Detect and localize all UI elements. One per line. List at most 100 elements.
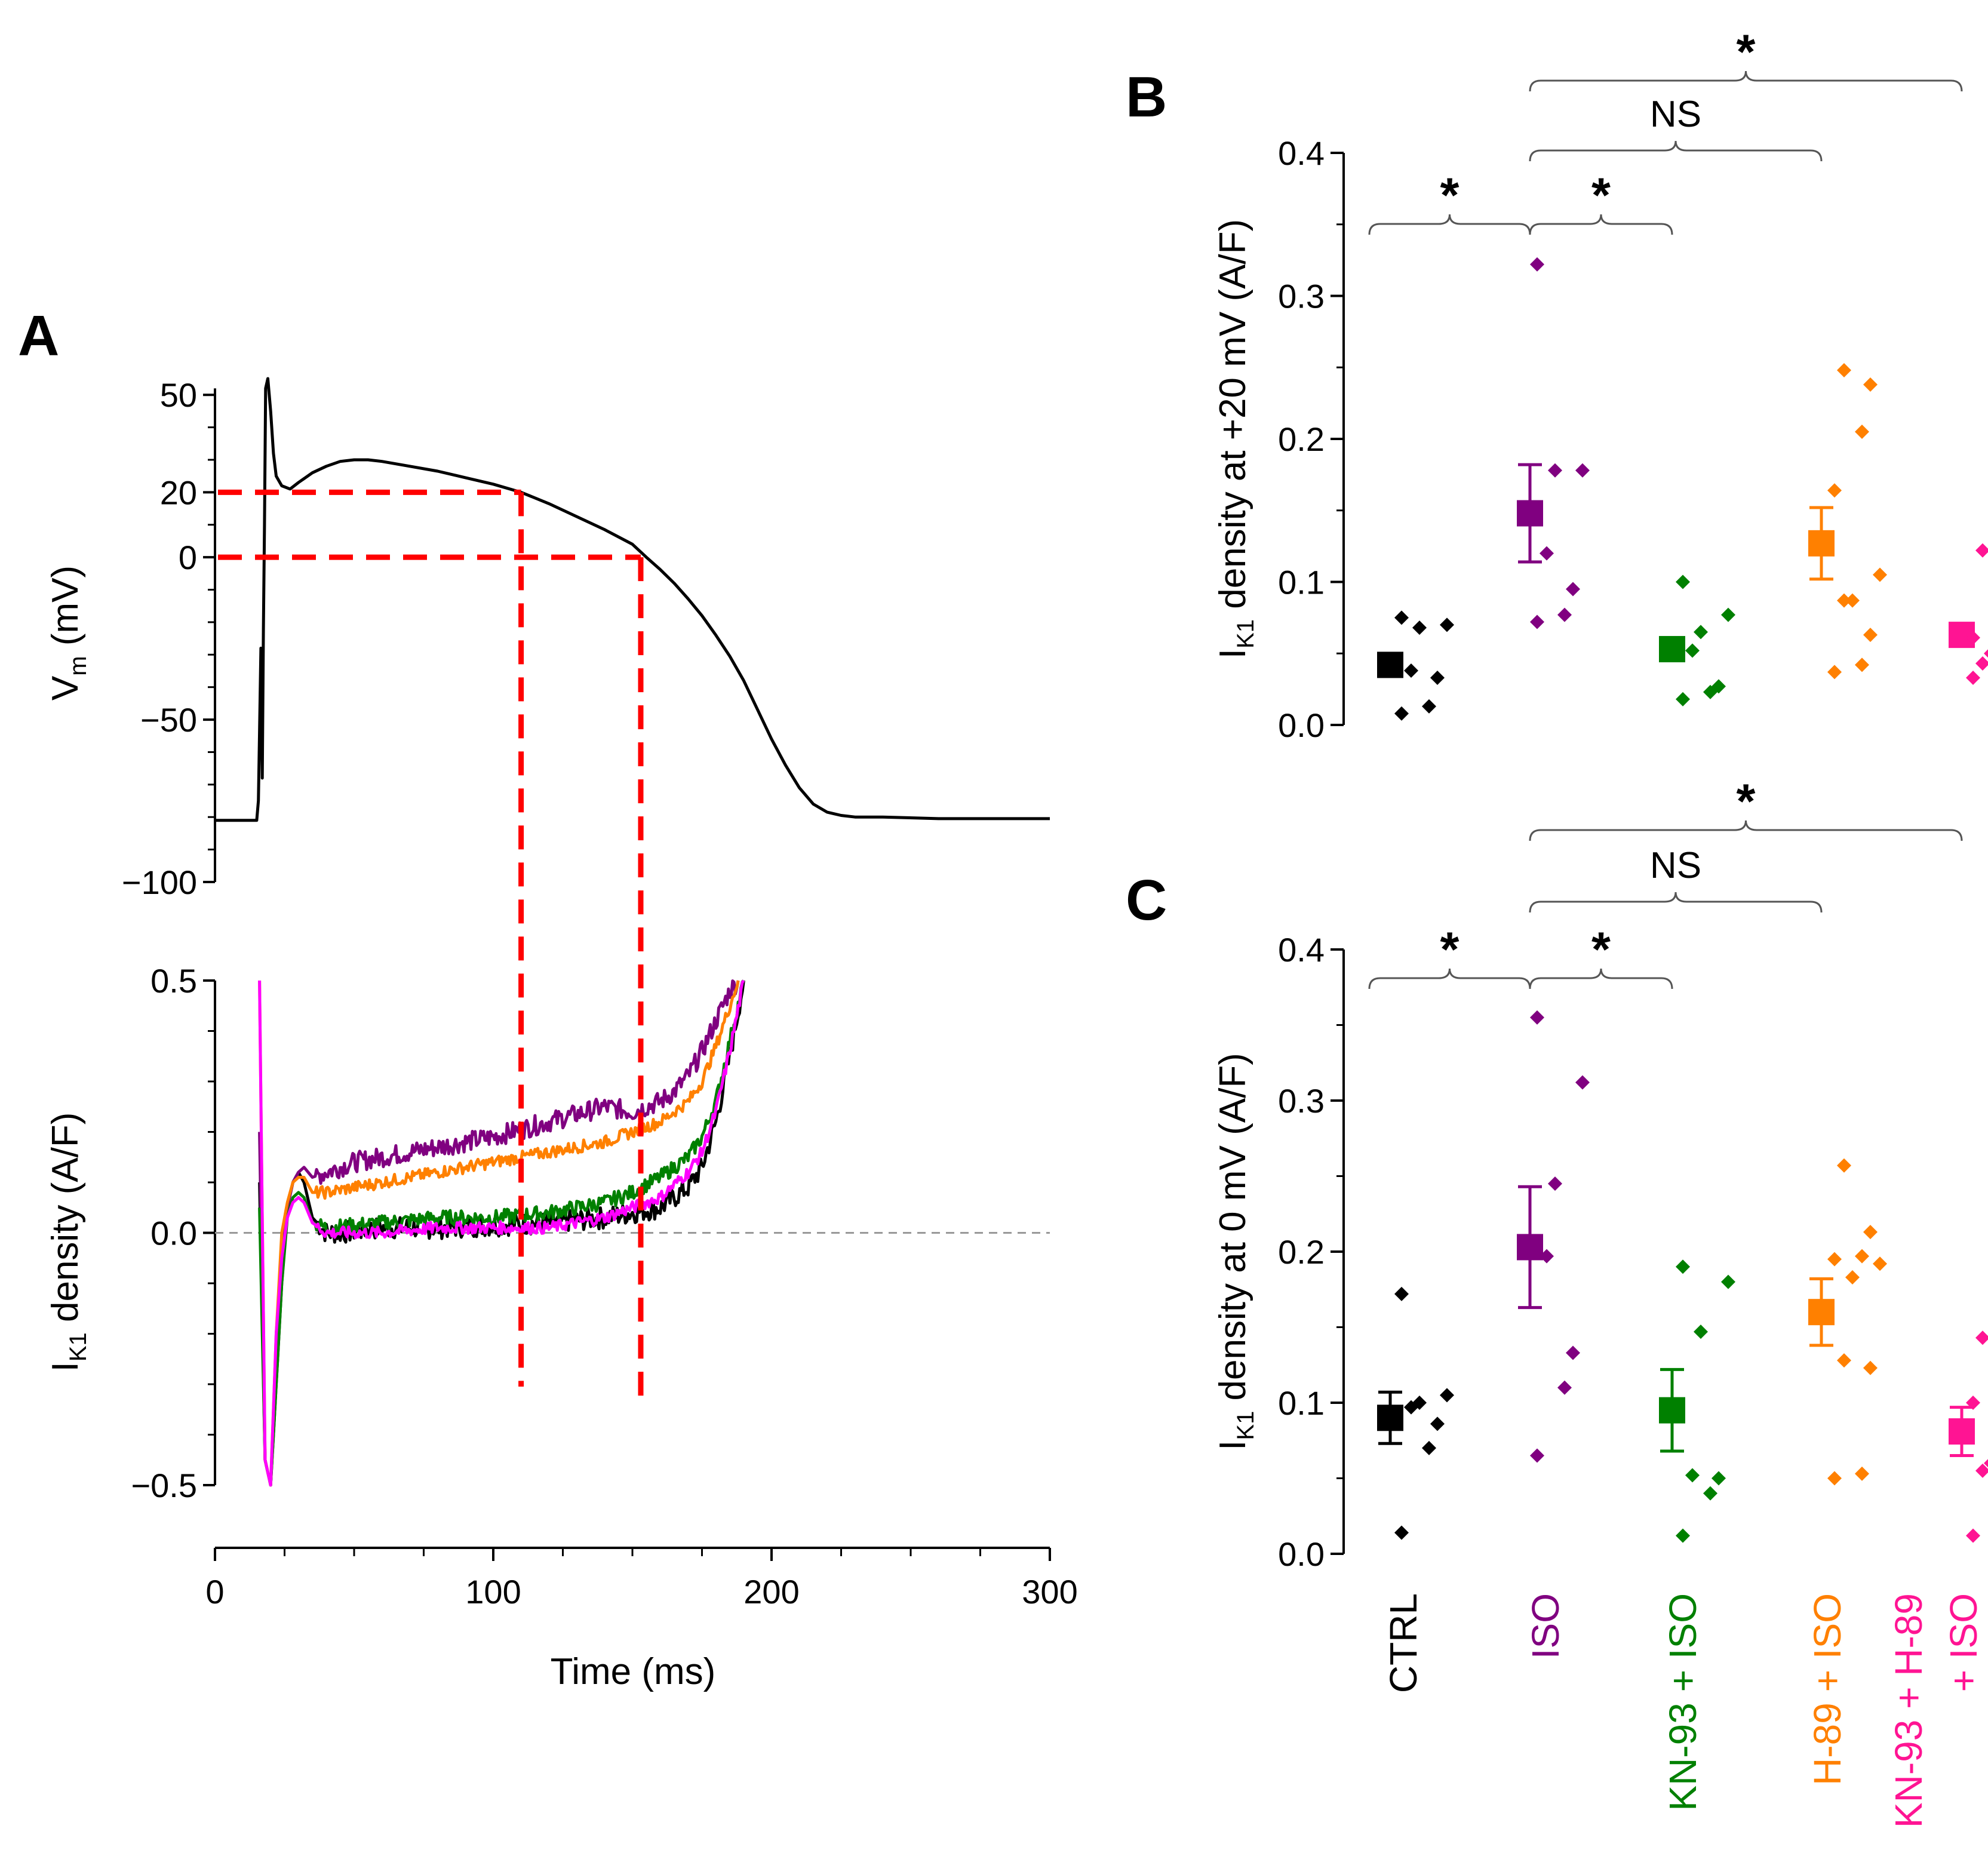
data-point-h-89-iso [1863,377,1878,392]
mean-marker-kn-93-iso [1659,1397,1685,1424]
data-point-ctrl [1422,1440,1436,1455]
mean-marker-h-89-iso [1808,1299,1835,1326]
data-point-h-89-iso [1855,657,1869,672]
voltage-guide-lines [218,489,644,1403]
mean-marker-kn-93-h-89-iso [1949,1418,1975,1445]
data-point-kn-93-iso [1694,625,1708,640]
data-point-iso [1530,1010,1544,1025]
data-point-iso [1530,257,1544,272]
a-top-ylabel-main: V [45,675,86,700]
data-point-ctrl [1394,1286,1409,1301]
panel-c-label: C [1126,868,1167,932]
data-point-kn-93-h-89-iso [1975,543,1988,558]
a-bot-ytick-label: 0.0 [150,1215,197,1252]
panel-c-scatter-chart: 0.0 0.1 0.2 0.3 0.4 IK1 density at 0 mV (A/F)… [1212,775,1988,1573]
data-point-kn-93-iso [1712,1471,1726,1486]
group-label-3: H-89 + ISO [1806,1593,1849,1786]
panel-C-ytick-label: 0.1 [1278,1384,1325,1422]
significance-label-1: * [1591,923,1611,977]
a-top-ytick-label: 50 [160,376,197,414]
current-trace-kn-93-iso [258,979,745,1487]
significance-bracket-2 [1529,140,1823,162]
data-point-kn-93-iso [1676,574,1690,589]
a-bot-ylabel-tail: density (A/F) [45,1113,86,1333]
data-point-kn-93-iso [1712,679,1726,694]
a-bot-xtick-label: 100 [465,1573,521,1611]
data-point-kn-93-h-89-iso [1966,670,1980,685]
data-point-h-89-iso [1855,1249,1869,1264]
data-point-kn-93-iso [1676,1259,1690,1274]
current-trace-iso [258,979,740,1487]
data-point-iso [1548,463,1562,478]
data-point-kn-93-iso [1721,607,1735,622]
data-point-h-89-iso [1845,1270,1860,1285]
data-point-h-89-iso [1837,1353,1851,1368]
panel-C-ylabel-tail: density at 0 mV (A/F) [1212,1053,1253,1411]
data-point-h-89-iso [1863,1225,1878,1240]
panel-C-ytick-label: 0.2 [1278,1233,1325,1271]
group-axis-labels: CTRL ISO KN-93 + ISO H-89 + ISO KN-93 + H-89… [1382,1593,1985,1828]
a-top-ylabel-sub: m [65,656,91,675]
data-point-iso [1557,607,1572,622]
panel-B-ytick-label: 0.3 [1278,278,1325,315]
mean-marker-ctrl [1377,652,1403,678]
data-point-kn-93-iso [1676,692,1690,706]
data-point-iso [1530,614,1544,629]
data-point-iso [1548,1176,1562,1191]
data-point-kn-93-iso [1703,1486,1717,1501]
panel-B-ytick-label: 0.2 [1278,420,1325,458]
data-point-kn-93-h-89-iso [1975,1330,1988,1345]
current-trace-kn-93-h-89-iso [258,979,745,1487]
panel-C-ylabel: IK1 density at 0 mV (A/F) [1212,1053,1259,1451]
a-bot-ylabel-sub: K1 [65,1332,91,1362]
data-point-iso [1575,463,1590,478]
panel-B-ytick-label: 0.4 [1278,134,1325,172]
group-label-4-line-0: KN-93 + H-89 [1887,1593,1930,1828]
panel-C-ytick-label: 0.4 [1278,931,1325,969]
significance-bracket-2 [1529,892,1823,913]
mean-marker-iso [1517,1234,1543,1261]
data-point-kn-93-iso [1685,1468,1700,1483]
panel-C-ylabel-sub: K1 [1233,1411,1259,1440]
significance-bracket-3 [1529,820,1963,841]
a-bot-ylabel-main: I [45,1362,86,1372]
a-top-ylabel-tail: (mV) [45,566,86,656]
data-point-iso [1575,1075,1590,1090]
a-bot-xtick-label: 300 [1022,1573,1077,1611]
a-top-ylabel: Vm (mV) [45,566,91,700]
data-point-ctrl [1394,706,1409,721]
significance-bracket-1 [1529,214,1673,235]
panel-a-label: A [18,304,59,368]
data-point-h-89-iso [1827,1471,1842,1486]
panel-B-ylabel: IK1 density at +20 mV (A/F) [1212,219,1259,659]
data-point-h-89-iso [1827,483,1842,498]
data-point-h-89-iso [1855,1466,1869,1481]
a-top-ytick-label: 0 [179,539,197,576]
panel-C-ytick-label: 0.0 [1278,1535,1325,1573]
mean-marker-kn-93-iso [1659,636,1685,663]
data-point-ctrl [1440,1388,1454,1403]
data-point-h-89-iso [1863,628,1878,643]
data-point-h-89-iso [1873,567,1887,582]
a-bot-xlabel: Time (ms) [551,1651,716,1692]
data-point-ctrl [1394,610,1409,625]
data-point-ctrl [1412,620,1427,635]
significance-bracket-0 [1368,214,1531,235]
panel-b-scatter-chart: 0.0 0.1 0.2 0.3 0.4 IK1 density at +20 mV (A/… [1212,25,1988,744]
data-point-ctrl [1440,617,1454,632]
data-point-kn-93-iso [1721,1274,1735,1289]
panel-B-ytick-label: 0.0 [1278,706,1325,744]
data-point-h-89-iso [1845,593,1860,608]
a-top-ytick-label: −50 [140,701,197,739]
mean-marker-h-89-iso [1808,530,1835,557]
data-point-iso [1540,546,1554,561]
significance-bracket-1 [1529,968,1673,989]
data-point-iso [1530,1448,1544,1463]
panel-B-ytick-label: 0.1 [1278,564,1325,601]
a-top-ytick-label: −100 [122,863,197,901]
group-label-1: ISO [1524,1593,1567,1659]
data-point-ctrl [1430,1416,1445,1431]
panel-B-ylabel-sub: K1 [1233,619,1259,649]
data-point-kn-93-iso [1694,1324,1708,1339]
